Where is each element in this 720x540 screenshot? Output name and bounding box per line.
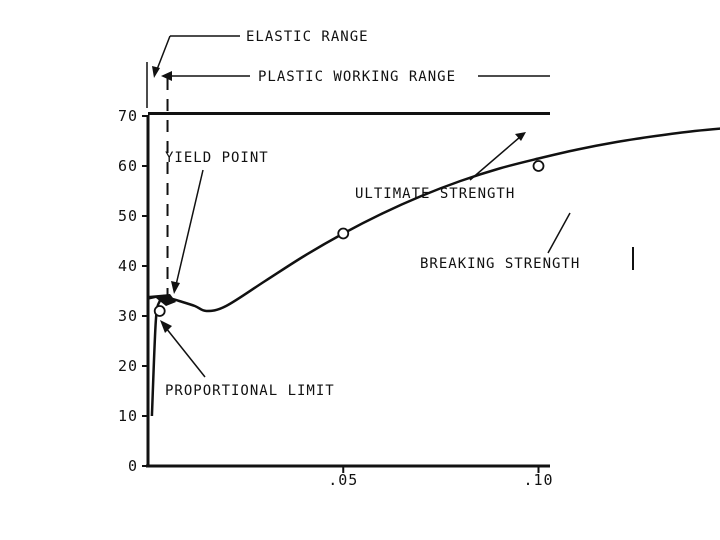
breaking-strength-label: BREAKING STRENGTH <box>420 256 580 272</box>
data-point-marker <box>532 160 545 172</box>
y-tick-label: 40 <box>118 257 138 275</box>
elastic-range-arrow-line <box>155 35 171 73</box>
yield-point-label: YIELD POINT <box>165 150 269 166</box>
breaking-strength-leader <box>547 212 571 254</box>
elastic-range-arrowhead <box>152 66 160 78</box>
y-tick-group: 0 10 20 30 40 50 60 70 <box>118 107 148 475</box>
y-tick-label: 10 <box>118 407 138 425</box>
y-tick-label: 60 <box>118 157 138 175</box>
ultimate-strength-label: ULTIMATE STRENGTH <box>355 186 515 202</box>
data-point-marker <box>153 305 166 317</box>
x-tick-label: .15 <box>719 471 720 489</box>
yield-blob <box>147 294 176 306</box>
x-tick-group: .05.10.15.20 <box>328 466 720 489</box>
yield-point-arrowhead <box>171 281 180 294</box>
plastic-range-arrowhead <box>161 71 172 81</box>
proportional-limit-arrowhead <box>160 320 172 333</box>
marker-group <box>153 160 545 317</box>
x-tick-label: .05 <box>328 471 358 489</box>
yield-point-leader <box>175 169 204 286</box>
elastic-range-label: ELASTIC RANGE <box>246 29 369 45</box>
proportional-limit-leader <box>165 327 206 378</box>
ultimate-strength-leader <box>469 136 521 181</box>
ultimate-strength-arrowhead <box>515 132 526 141</box>
proportional-limit-label: PROPORTIONAL LIMIT <box>165 383 335 399</box>
plastic-range-label: PLASTIC WORKING RANGE <box>258 69 456 85</box>
y-tick-label: 30 <box>118 307 138 325</box>
y-tick-label: 20 <box>118 357 138 375</box>
y-tick-label: 50 <box>118 207 138 225</box>
y-tick-label: 70 <box>118 107 138 125</box>
x-tick-label: .10 <box>523 471 553 489</box>
y-tick-label: 0 <box>128 457 138 475</box>
data-point-marker <box>337 227 350 240</box>
